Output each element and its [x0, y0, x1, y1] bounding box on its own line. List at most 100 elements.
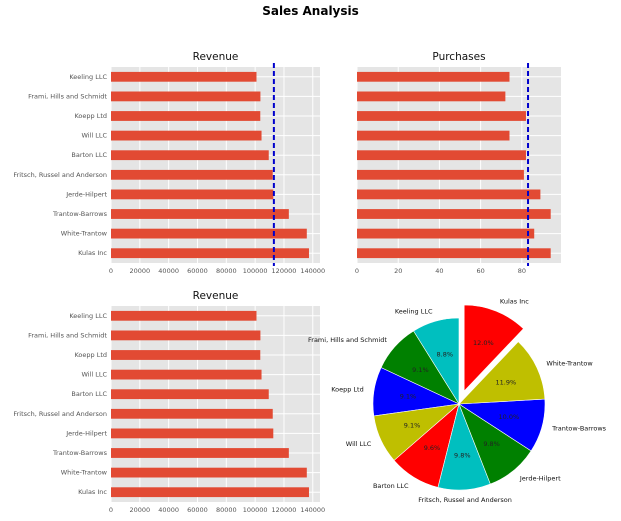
- bar: [111, 71, 257, 82]
- bar: [111, 111, 261, 121]
- pie-value-label: 9.8%: [483, 440, 500, 448]
- y-tick-label: Jerde-Hilpert: [65, 429, 107, 437]
- bar: [357, 248, 551, 259]
- bar: [111, 408, 273, 419]
- pie-category-label: Barton LLC: [373, 482, 409, 490]
- pie-value-label: 9.1%: [412, 366, 429, 374]
- pie-value-label: 9.1%: [404, 421, 421, 429]
- bar: [111, 169, 273, 180]
- bar: [111, 189, 274, 200]
- bar: [111, 150, 269, 161]
- pie-category-label: Fritsch, Russel and Anderson: [418, 496, 512, 504]
- bar: [111, 389, 269, 400]
- x-tick-label: 100000: [243, 506, 268, 514]
- chart-title: Revenue: [193, 290, 239, 302]
- y-tick-label: Koepp Ltd: [74, 112, 107, 120]
- x-tick-label: 100000: [243, 267, 268, 275]
- x-tick-label: 140000: [300, 267, 325, 275]
- pie-category-label: Frami, Hills and Schmidt: [308, 336, 387, 344]
- x-tick-label: 20000: [129, 506, 150, 514]
- x-tick-label: 40000: [158, 267, 179, 275]
- x-tick-label: 60: [476, 267, 484, 275]
- pie-value-label: 11.9%: [495, 378, 516, 386]
- pie-category-label: Kulas Inc: [500, 298, 529, 306]
- bar: [111, 467, 307, 478]
- bar: [357, 130, 510, 141]
- y-tick-label: Kulas Inc: [78, 488, 107, 496]
- x-tick-label: 0: [109, 506, 113, 514]
- x-tick-label: 40000: [158, 506, 179, 514]
- y-tick-label: Barton LLC: [71, 390, 107, 398]
- bar-chart-3: [110, 306, 320, 502]
- y-tick-label: Keeling LLC: [69, 312, 107, 320]
- pie-value-label: 9.1%: [400, 392, 417, 400]
- y-tick-label: Frami, Hills and Schmidt: [28, 92, 107, 100]
- x-tick-label: 120000: [272, 506, 297, 514]
- x-tick-label: 20: [394, 267, 402, 275]
- bar: [357, 71, 510, 82]
- x-tick-label: 120000: [272, 267, 297, 275]
- bar: [111, 310, 257, 321]
- bar: [111, 448, 289, 458]
- y-tick-label: Koepp Ltd: [74, 351, 107, 359]
- y-tick-label: White-Trantow: [61, 230, 108, 238]
- bar: [111, 369, 262, 380]
- x-tick-label: 0: [109, 267, 113, 275]
- pie-slice: [458, 341, 546, 405]
- x-tick-label: 80: [518, 267, 526, 275]
- y-tick-label: Kulas Inc: [78, 249, 107, 257]
- bar: [357, 150, 526, 161]
- bar: [357, 209, 551, 219]
- bar-chart-2: [356, 63, 561, 266]
- x-tick-label: 60000: [187, 506, 208, 514]
- bar: [111, 428, 274, 439]
- y-tick-label: Keeling LLC: [69, 73, 107, 81]
- x-tick-label: 40: [435, 267, 443, 275]
- pie-value-label: 12.0%: [473, 339, 494, 347]
- y-tick-label: Fritsch, Russel and Anderson: [13, 171, 107, 179]
- bar: [357, 189, 541, 200]
- bar: [357, 91, 506, 102]
- bar: [111, 228, 307, 239]
- y-tick-label: Will LLC: [81, 371, 107, 379]
- x-tick-label: 80000: [216, 506, 237, 514]
- chart-title: Purchases: [432, 51, 485, 63]
- bar-chart-1: [110, 63, 320, 266]
- y-tick-label: Jerde-Hilpert: [65, 190, 107, 198]
- y-tick-label: White-Trantow: [61, 469, 108, 477]
- x-tick-label: 140000: [300, 506, 325, 514]
- bar: [357, 169, 524, 180]
- figure-title: Sales Analysis: [262, 4, 359, 18]
- bar: [111, 330, 261, 341]
- x-tick-label: 60000: [187, 267, 208, 275]
- x-tick-label: 20000: [129, 267, 150, 275]
- bar: [111, 350, 261, 360]
- bar: [357, 111, 526, 121]
- pie-category-label: Koepp Ltd: [331, 386, 364, 394]
- pie-value-label: 10.0%: [499, 413, 520, 421]
- pie-value-label: 9.6%: [424, 444, 441, 452]
- pie-value-label: 9.8%: [454, 451, 471, 459]
- pie-category-label: Trantow-Barrows: [551, 425, 607, 433]
- x-tick-label: 0: [355, 267, 359, 275]
- x-tick-label: 80000: [216, 267, 237, 275]
- bar: [111, 248, 309, 259]
- bar: [111, 487, 309, 498]
- pie-category-label: Keeling LLC: [395, 307, 433, 315]
- bar: [357, 228, 535, 239]
- pie-slice: [463, 304, 524, 392]
- pie-category-label: Will LLC: [346, 440, 372, 448]
- y-tick-label: Trantow-Barrows: [52, 210, 108, 218]
- y-tick-label: Barton LLC: [71, 151, 107, 159]
- bar: [111, 209, 289, 219]
- pie-value-label: 8.8%: [437, 350, 454, 358]
- bar: [111, 91, 261, 102]
- pie-category-label: White-Trantow: [546, 360, 593, 368]
- chart-title: Revenue: [193, 51, 239, 63]
- bar: [111, 130, 262, 141]
- y-tick-label: Fritsch, Russel and Anderson: [13, 410, 107, 418]
- y-tick-label: Trantow-Barrows: [52, 449, 108, 457]
- y-tick-label: Frami, Hills and Schmidt: [28, 331, 107, 339]
- pie-category-label: Jerde-Hilpert: [519, 475, 561, 483]
